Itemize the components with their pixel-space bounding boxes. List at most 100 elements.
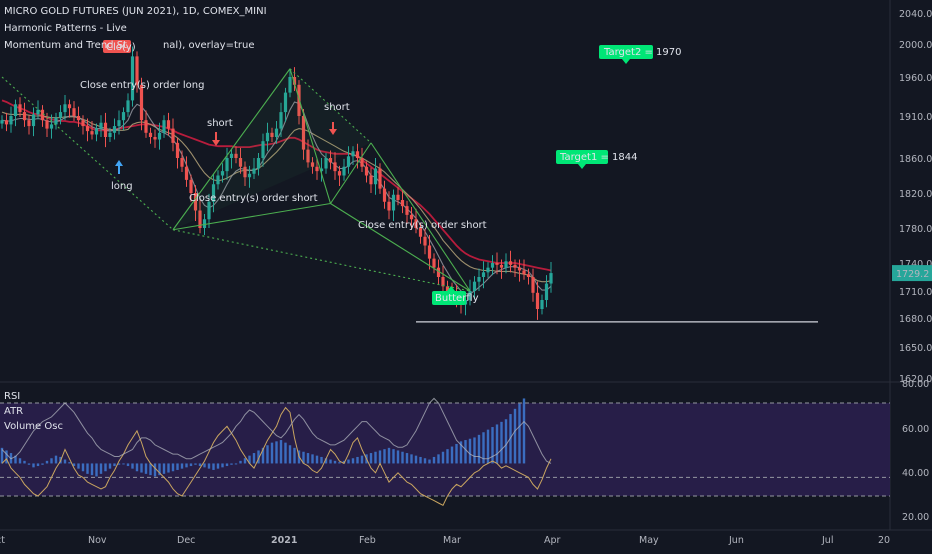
short-arrow-1-icon — [212, 140, 220, 146]
volume-osc-bar — [77, 463, 80, 469]
volume-osc-bar — [414, 455, 418, 464]
pattern-leg-ab — [289, 68, 332, 204]
volume-osc-bar — [95, 463, 98, 477]
time-tick-label: Mar — [443, 535, 461, 546]
volume-osc-bar — [216, 463, 220, 469]
short-arrow-2-icon — [329, 129, 337, 135]
candle-body — [319, 168, 324, 172]
short-annotation-2: short — [324, 102, 350, 113]
candle-body — [400, 200, 405, 207]
volume-osc-bar — [518, 403, 521, 464]
candle-body — [423, 236, 427, 246]
volume-osc-bar — [180, 463, 184, 469]
candle-body — [103, 122, 108, 137]
volume-osc-bar — [104, 463, 107, 472]
volume-osc-bar — [126, 463, 130, 467]
price-tick-label: 1780.0 — [899, 224, 932, 235]
volume-osc-bar — [248, 455, 251, 464]
volume-osc-bar — [171, 463, 175, 472]
volume-osc-bar — [356, 456, 359, 464]
candle-body — [247, 173, 252, 178]
long-annotation: long — [111, 181, 133, 192]
volume-osc-bar — [482, 432, 485, 464]
candle-body — [292, 77, 297, 85]
volume-osc-bar — [450, 446, 454, 464]
volume-osc-bar — [392, 449, 395, 464]
candle-body — [108, 132, 112, 137]
volume-osc-bar — [36, 463, 40, 467]
candle-body — [549, 273, 553, 284]
candle-body — [333, 162, 337, 172]
candle-body — [468, 291, 472, 300]
candle-body — [378, 168, 382, 189]
candle-body — [162, 120, 166, 133]
red-order-tag-label: Clo(y) — [106, 42, 136, 53]
price-tick-label: 1650.0 — [899, 343, 932, 354]
candle-body — [504, 261, 508, 268]
candle-body — [279, 112, 283, 129]
pattern-fill — [173, 68, 371, 230]
price-tick-label: 1740.0 — [899, 259, 932, 270]
candle-body — [211, 184, 216, 202]
oscillator-tick-label: 40.00 — [902, 468, 929, 479]
study-legend-momentum-prefix: Momentum and Trend St — [4, 40, 127, 51]
volume-osc-bar — [144, 463, 148, 474]
atr-legend[interactable]: ATR — [4, 406, 24, 417]
time-tick-label: Feb — [359, 535, 376, 546]
close-short-annotation-1: Close entry(s) order short — [189, 193, 318, 204]
volume-osc-bar — [333, 460, 337, 464]
candle-body — [153, 137, 157, 140]
candle-body — [283, 92, 288, 113]
symbol-legend[interactable]: MICRO GOLD FUTURES (JUN 2021), 1D, COMEX… — [4, 6, 267, 17]
study-legend-harmonic[interactable]: Harmonic Patterns - Live — [4, 23, 127, 34]
target1-label: Target1 = 1844 — [559, 152, 638, 163]
volume-osc-bar — [396, 450, 400, 464]
volume-osc-bar — [459, 441, 463, 464]
volume-osc-bar — [81, 463, 85, 472]
candle-body — [189, 179, 193, 193]
volume-osc-bar — [306, 453, 310, 464]
volume-osc-bar — [185, 463, 188, 468]
volume-osc-bar — [410, 454, 413, 464]
candle-body — [171, 128, 175, 143]
candle-body — [216, 175, 220, 185]
pattern-diag-start — [1, 76, 174, 231]
rsi-legend[interactable]: RSI — [4, 391, 21, 402]
candle-body — [441, 277, 445, 287]
candle-body — [229, 153, 234, 158]
volume-osc-bar — [257, 450, 260, 464]
volume-osc-bar — [279, 440, 283, 464]
candle-body — [117, 120, 121, 127]
candle-body — [310, 162, 315, 167]
candle-body — [238, 158, 243, 167]
volume-osc-bar — [14, 455, 17, 464]
volume-osc-bar — [441, 451, 445, 464]
oscillator-tick-label: 20.00 — [902, 512, 929, 523]
candle-body — [499, 264, 504, 268]
time-tick-label: 2021 — [271, 535, 297, 546]
volume-osc-bar — [212, 463, 215, 470]
volume-osc-bar — [203, 463, 206, 468]
time-tick-label: 20 — [878, 535, 890, 546]
candle-body — [0, 120, 4, 124]
time-tick-label: Jun — [728, 535, 744, 546]
volume-osc-bar — [198, 463, 202, 467]
volume-osc-bar — [189, 463, 193, 467]
candle-body — [261, 141, 265, 158]
volosc-legend[interactable]: Volume Osc — [4, 421, 63, 432]
candle-body — [31, 114, 36, 127]
study-legend-momentum-suffix: nal), overlay=true — [162, 40, 255, 51]
candle-body — [369, 175, 373, 185]
candle-body — [508, 261, 513, 265]
pattern-leg-ac — [172, 202, 331, 231]
study-legend-momentum[interactable]: Momentum and Trend St nal), overlay=true — [4, 40, 255, 51]
volume-osc-bar — [342, 460, 346, 464]
close-long-annotation: Close entry(s) order long — [80, 80, 204, 91]
candle-body — [85, 126, 90, 132]
volume-osc-bar — [54, 455, 58, 464]
time-tick-label: May — [639, 535, 659, 546]
volume-osc-bar — [423, 458, 427, 464]
price-tick-label: 1710.0 — [899, 287, 932, 298]
